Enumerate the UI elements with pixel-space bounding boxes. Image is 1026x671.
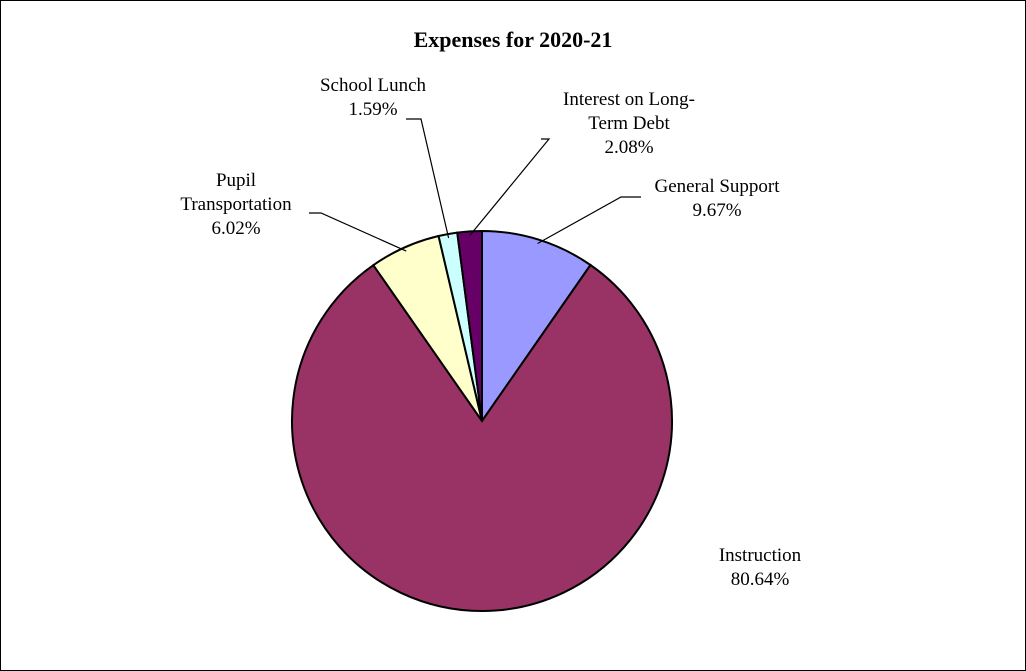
slice-label-pupil-transportation: Pupil Transportation 6.02% [180, 170, 292, 239]
slice-name-school-lunch: School Lunch [320, 75, 427, 96]
slice-label-school-lunch: School Lunch 1.59% [320, 75, 427, 120]
slice-value-instruction: 80.64% [731, 569, 790, 590]
leader-line-school-lunch [406, 118, 450, 239]
slice-value-pupil-transportation: 6.02% [211, 218, 260, 239]
slice-name-interest-on-long-term-debt: Interest on Long- [563, 89, 695, 110]
slice-name-interest-on-long-term-debt: Term Debt [588, 113, 670, 134]
pie-slices [291, 229, 674, 612]
slice-label-general-support: General Support 9.67% [654, 176, 780, 221]
slice-value-school-lunch: 1.59% [348, 99, 397, 120]
slice-value-general-support: 9.67% [692, 200, 741, 221]
slice-name-pupil-transportation: Transportation [180, 194, 292, 215]
slice-labels: General Support 9.67% Instruction 80.64% Pup… [180, 75, 801, 590]
slice-name-general-support: General Support [654, 176, 780, 197]
leader-lines [309, 118, 641, 252]
slice-label-interest-on-long-term-debt: Interest on Long- Term Debt 2.08% [563, 89, 695, 158]
slice-name-instruction: Instruction [719, 545, 802, 566]
leader-line-interest-on-long-term-debt [469, 138, 551, 236]
chart-title: Expenses for 2020-21 [414, 27, 613, 52]
leader-line-pupil-transportation [309, 212, 407, 252]
pie-slice-interest-on-long-term-debt [456, 229, 483, 422]
pie-slice-instruction [291, 263, 674, 612]
pie-slice-general-support [481, 229, 592, 425]
slice-label-instruction: Instruction 80.64% [719, 545, 802, 590]
leader-line-general-support [537, 196, 641, 245]
slice-value-interest-on-long-term-debt: 2.08% [604, 137, 653, 158]
slice-name-pupil-transportation: Pupil [216, 170, 256, 191]
